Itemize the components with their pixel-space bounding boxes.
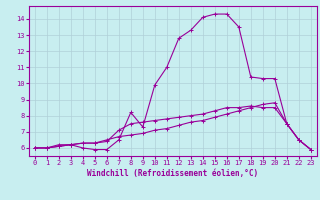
X-axis label: Windchill (Refroidissement éolien,°C): Windchill (Refroidissement éolien,°C) [87, 169, 258, 178]
